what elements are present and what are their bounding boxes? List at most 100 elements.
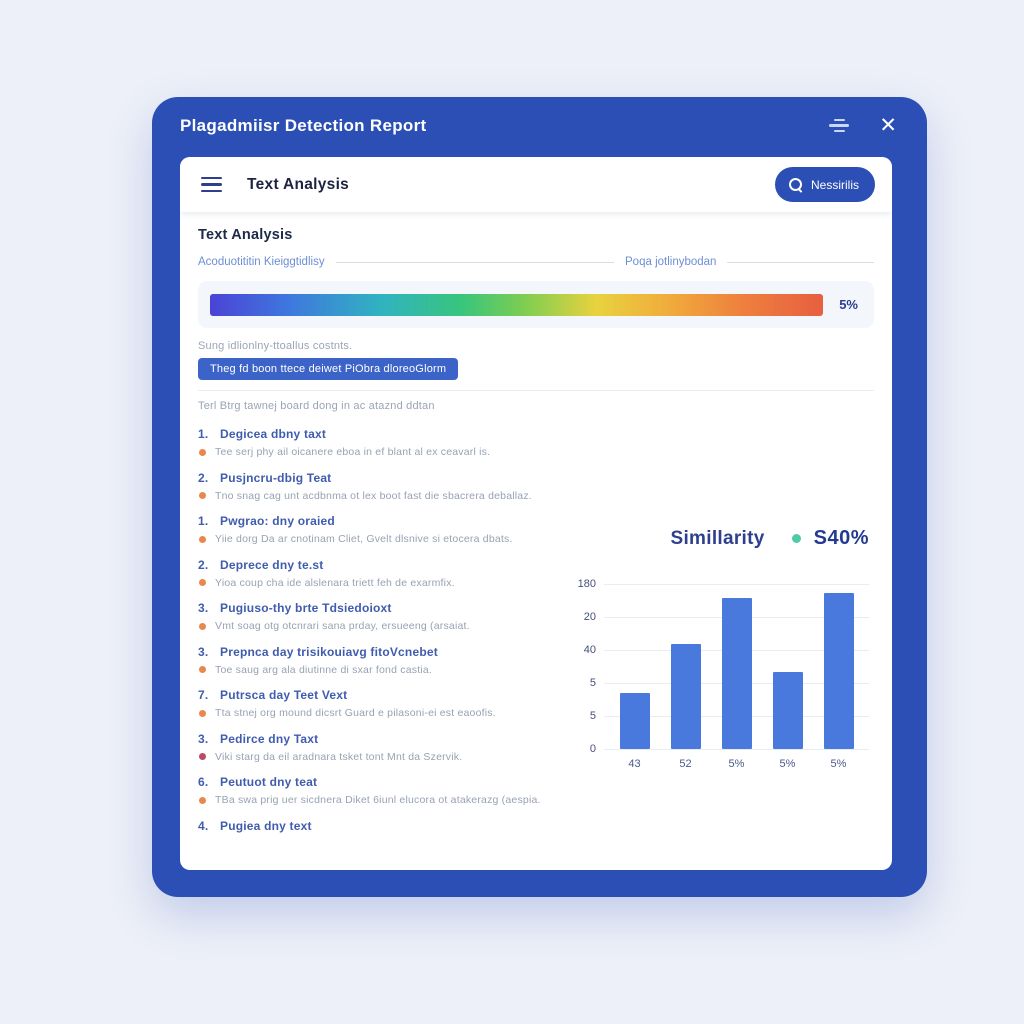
meta-divider-line [727,261,874,263]
similarity-value: S40% [813,527,869,549]
finding-detail-row: Viki starg da eil aradnara tsket tont Mn… [199,751,570,763]
chart-y-axis: 180 20 40 5 5 0 [572,578,604,755]
finding-number: 2. [198,557,209,572]
finding-detail-row: Tee serj phy ail oicanere eboa in ef bla… [199,446,570,458]
y-tick-label: 5 [589,710,596,722]
finding-title-text: Deprece dny te.st [220,557,324,572]
finding-title[interactable]: 1. Pwgrao: dny oraied [198,514,570,528]
finding-item: 4. Pugiea dny text [198,819,570,833]
bar[interactable] [772,672,803,749]
finding-number: 3. [198,601,209,615]
finding-number: 7. [198,688,209,702]
finding-title[interactable]: 7. Putrsca day Teet Vext [198,688,570,702]
gridline [604,749,869,750]
bar[interactable] [721,598,752,749]
x-tick-label: 5% [779,758,796,770]
finding-number: 1. [198,427,209,441]
meta-label-right: Poqa jotlinybodan [625,256,717,268]
bar-chart: 180 20 40 5 5 0 [572,578,869,755]
finding-description: Yiie dorg Da ar cnotinam Cliet, Gvelt dl… [215,533,513,545]
finding-title[interactable]: 3. Prepnca day trisikouiavg fitoVcnebet [198,645,570,659]
finding-description: Tta stnej org mound dicsrt Guard e pilas… [215,707,496,719]
finding-title-text: Degicea dbny taxt [220,427,327,441]
finding-title[interactable]: 2. Pusjncru-dbig Teat [198,471,570,485]
y-tick-label: 180 [577,578,596,590]
divider [198,390,874,391]
y-tick-label: 40 [583,644,596,656]
bar[interactable] [619,693,650,749]
y-tick-label: 5 [589,677,596,689]
caption-bottom: Terl Btrg tawnej board dong in ac ataznd… [198,400,435,412]
scale-value: 5% [839,297,858,312]
finding-detail-row: Toe saug arg ala diutinne di sxar fond c… [199,664,570,676]
finding-detail-row: TBa swa prig uer sicdnera Diket 6iunl el… [199,794,570,806]
finding-title[interactable]: 4. Pugiea dny text [198,819,570,833]
finding-number: 4. [198,818,209,833]
bullet-icon [199,709,206,717]
finding-title[interactable]: 2. Deprece dny te.st [198,558,570,572]
chart-plot-area [604,584,869,750]
minimize-icon[interactable] [827,117,851,135]
chart-x-axis: 43 52 5% 5% 5% [604,758,869,770]
finding-number: 6. [198,775,209,789]
finding-title-text: Pugiea dny text [220,818,312,833]
action-button[interactable]: Theg fd boon ttece deiwet PiObra dloreoG… [198,358,459,380]
finding-title[interactable]: 3. Pedirce dny Taxt [198,732,570,746]
finding-item: 6. Peutuot dny teat TBa swa prig uer sicdn… [198,775,570,806]
finding-description: Yioa coup cha ide alslenara triett feh d… [215,576,455,589]
x-tick-label: 5% [728,758,745,770]
finding-description: Viki starg da eil aradnara tsket tont Mn… [215,750,463,763]
similarity-header: Simillarity S40% [572,527,869,550]
bullet-icon [199,448,206,456]
report-card: Text Analysis Nessirilis Text Analysis A… [180,157,892,870]
finding-description: Tno snag cag unt acdbnma ot lex boot fas… [215,489,532,502]
finding-title-text: Pugiuso-thy brte Tdsiedoioxt [220,601,392,615]
bullet-icon [199,666,206,673]
finding-detail-row: Tno snag cag unt acdbnma ot lex boot fas… [199,490,570,502]
finding-item: 3. Prepnca day trisikouiavg fitoVcnebet To… [198,645,570,676]
finding-title[interactable]: 3. Pugiuso-thy brte Tdsiedoioxt [198,601,570,615]
report-content: Text Analysis Acoduotititin Kieiggtidlis… [180,227,892,870]
finding-description: Toe saug arg ala diutinne di sxar fond c… [215,663,432,676]
bullet-icon [199,492,206,499]
menu-icon[interactable] [198,174,225,196]
finding-detail-row: Tta stnej org mound dicsrt Guard e pilas… [199,707,570,719]
search-button-label: Nessirilis [811,177,859,192]
finding-description: Vmt soag otg otcnrari sana prday, ersuee… [215,620,470,632]
finding-detail-row: Yiie dorg Da ar cnotinam Cliet, Gvelt dl… [199,533,570,545]
x-tick-label: 52 [679,758,692,770]
bullet-icon [199,579,206,586]
bars-group [604,584,869,749]
finding-detail-row: Yioa coup cha ide alslenara triett feh d… [199,577,570,589]
bullet-icon [199,535,206,543]
x-tick-label: 43 [628,758,641,770]
window-controls: ✕ [827,115,897,136]
bullet-icon [199,796,206,804]
bullet-icon [199,753,206,760]
gridline [604,584,869,585]
finding-number: 3. [198,644,209,659]
finding-number: 3. [198,731,209,746]
y-tick-label: 20 [583,611,596,623]
finding-item: 3. Pugiuso-thy brte Tdsiedoioxt Vmt soag o… [198,601,570,632]
finding-item: 2. Deprece dny te.st Yioa coup cha ide als… [198,558,570,589]
close-icon[interactable]: ✕ [879,114,897,137]
finding-title-text: Putrsca day Teet Vext [220,688,348,702]
bar[interactable] [670,644,701,749]
x-tick-label: 5% [830,758,847,770]
search-icon [788,177,803,192]
y-tick-label: 0 [589,743,596,755]
finding-title-text: Prepnca day trisikouiavg fitoVcnebet [220,644,438,659]
search-button[interactable]: Nessirilis [775,167,875,202]
app-window: Plagadmiisr Detection Report ✕ Text Anal… [152,97,927,897]
meta-row: Acoduotititin Kieiggtidlisy Poqa jotliny… [198,256,874,268]
finding-title-text: Pusjncru-dbig Teat [220,470,332,485]
bar[interactable] [823,593,854,749]
meta-divider-line [335,261,615,263]
toolbar-title: Text Analysis [247,175,350,193]
finding-item: 3. Pedirce dny Taxt Viki starg da eil arad… [198,732,570,763]
finding-number: 2. [198,470,209,485]
finding-title[interactable]: 6. Peutuot dny teat [198,775,570,789]
gradient-bar [210,293,824,316]
finding-title[interactable]: 1. Degicea dbny taxt [198,427,570,441]
